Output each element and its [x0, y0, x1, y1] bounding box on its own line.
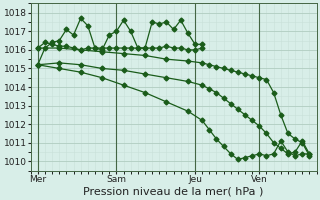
X-axis label: Pression niveau de la mer( hPa ): Pression niveau de la mer( hPa ) [84, 187, 264, 197]
